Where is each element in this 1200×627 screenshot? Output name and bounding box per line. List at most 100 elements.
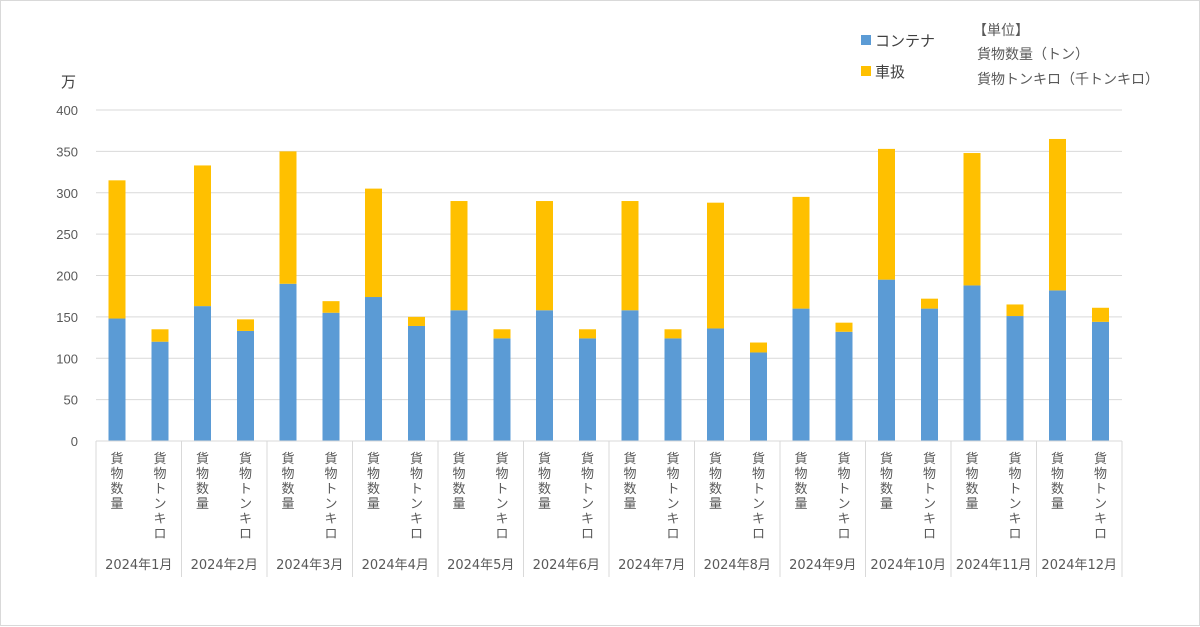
x-sub-category-char: キ (1008, 512, 1021, 527)
x-sub-category-char: 貨 (837, 451, 850, 467)
x-sub-category-char: 物 (410, 467, 423, 482)
bar-segment-rail (792, 196, 810, 309)
x-sub-category-char: ロ (923, 527, 936, 542)
y-axis-ticks: 0 50 100 150 200 250 300 350 400 (56, 103, 78, 449)
x-month-label: 2024年4月 (362, 558, 429, 573)
x-sub-category-char: 量 (110, 497, 123, 512)
unit-note-line-tonkm: 貨物トンキロ（千トンキロ） (977, 71, 1159, 88)
x-month-label: 2024年10月 (870, 558, 946, 573)
x-sub-category-char: 量 (880, 497, 893, 512)
x-sub-category-char: ト (239, 482, 252, 497)
x-sub-category-char: ト (752, 482, 765, 497)
y-tick-label: 250 (56, 227, 78, 242)
x-sub-category-char: 貨 (410, 451, 423, 467)
x-sub-category-char: 量 (709, 497, 722, 512)
x-sub-category-char: 数 (1051, 482, 1064, 497)
x-sub-category-char: 物 (239, 467, 252, 482)
x-sub-category-char: ン (410, 497, 423, 512)
x-sub-category-char: 物 (1094, 467, 1107, 482)
x-sub-category-char: キ (239, 512, 252, 527)
bar-segment-rail (108, 180, 126, 319)
gridlines (96, 109, 1122, 442)
unit-note-line-quantity: 貨物数量（トン） (977, 46, 1089, 63)
x-sub-category-char: ロ (837, 527, 850, 542)
bar-segment-container (536, 310, 553, 441)
x-sub-category-char: 量 (538, 497, 551, 512)
x-sub-category-char: ト (1094, 482, 1107, 497)
x-sub-category-char: 物 (281, 467, 294, 482)
x-sub-category-char: ロ (1094, 527, 1107, 542)
x-sub-category-char: キ (923, 512, 936, 527)
x-sub-category-char: 物 (1051, 467, 1064, 482)
x-sub-category-char: 量 (623, 497, 636, 512)
x-sub-category-char: 貨 (581, 451, 594, 467)
x-sub-category-char: 貨 (196, 451, 209, 467)
x-sub-category-char: キ (153, 512, 166, 527)
x-sub-category-char: 物 (196, 467, 209, 482)
x-sub-category-char: 数 (965, 482, 978, 497)
x-sub-category-char: ロ (495, 527, 508, 542)
x-sub-category-char: 貨 (281, 451, 294, 467)
x-sub-category-char: ト (153, 482, 166, 497)
y-tick-label: 300 (56, 186, 78, 201)
x-sub-category-char: ン (752, 497, 765, 512)
bar-segment-container (237, 330, 254, 441)
x-sub-category-char: 数 (196, 482, 209, 497)
x-month-label: 2024年7月 (618, 558, 685, 573)
x-sub-category-char: 貨 (709, 451, 722, 467)
x-sub-category-char: 貨 (110, 451, 123, 467)
y-tick-label: 0 (71, 434, 78, 449)
bar-segment-container (878, 279, 895, 441)
x-sub-category-char: 物 (153, 467, 166, 482)
x-sub-category-char: 数 (452, 482, 465, 497)
bar-segment-container (151, 341, 169, 441)
x-sub-category-char: 物 (965, 467, 978, 482)
x-sub-category-char: 物 (623, 467, 636, 482)
x-sub-category-char: キ (752, 512, 765, 527)
x-sub-category-char: 物 (880, 467, 893, 482)
legend-label-rail: 車扱 (875, 63, 905, 81)
x-sub-category-char: 貨 (752, 451, 765, 467)
bar-segment-rail (365, 188, 382, 298)
bar-segment-container (963, 285, 981, 441)
x-sub-category-char: キ (581, 512, 594, 527)
x-month-label: 2024年12月 (1041, 558, 1117, 573)
x-sub-category-char: 貨 (923, 451, 936, 467)
x-sub-category-char: 数 (538, 482, 551, 497)
x-sub-category-char: 貨 (538, 451, 551, 467)
x-sub-category-char: ロ (324, 527, 337, 542)
x-sub-category-char: 数 (281, 482, 294, 497)
bar-segment-container (450, 310, 468, 441)
x-sub-category-char: ン (239, 497, 252, 512)
x-sub-category-char: 物 (581, 467, 594, 482)
x-sub-category-char: 貨 (153, 451, 166, 467)
x-sub-category-char: 量 (452, 497, 465, 512)
x-sub-category-char: ロ (153, 527, 166, 542)
x-sub-category-char: 数 (623, 482, 636, 497)
x-sub-category-char: 物 (538, 467, 551, 482)
x-sub-category-char: ロ (239, 527, 252, 542)
x-sub-category-char: ン (923, 497, 936, 512)
x-sub-category-char: 物 (709, 467, 722, 482)
x-sub-category-char: 数 (110, 482, 123, 497)
bar-segment-rail (707, 202, 724, 329)
x-sub-category-char: キ (1094, 512, 1107, 527)
x-sub-category-char: 物 (794, 467, 807, 482)
x-sub-category-char: ト (495, 482, 508, 497)
x-sub-category-char: 数 (367, 482, 380, 497)
unit-note: 【単位】 貨物数量（トン） 貨物トンキロ（千トンキロ） (973, 23, 1159, 88)
unit-note-title: 【単位】 (973, 23, 1029, 39)
bar-segment-container (1092, 321, 1109, 441)
bar-segment-rail (664, 329, 682, 339)
x-sub-category-char: ト (923, 482, 936, 497)
x-month-label: 2024年6月 (533, 558, 600, 573)
bar-segment-container (408, 325, 425, 441)
bar-segment-rail (493, 329, 511, 339)
y-tick-label: 400 (56, 103, 78, 118)
x-sub-category-char: ト (581, 482, 594, 497)
x-sub-category-char: 物 (1008, 467, 1021, 482)
x-sub-category-char: 数 (794, 482, 807, 497)
x-sub-category-char: キ (324, 512, 337, 527)
y-tick-label: 350 (56, 144, 78, 159)
